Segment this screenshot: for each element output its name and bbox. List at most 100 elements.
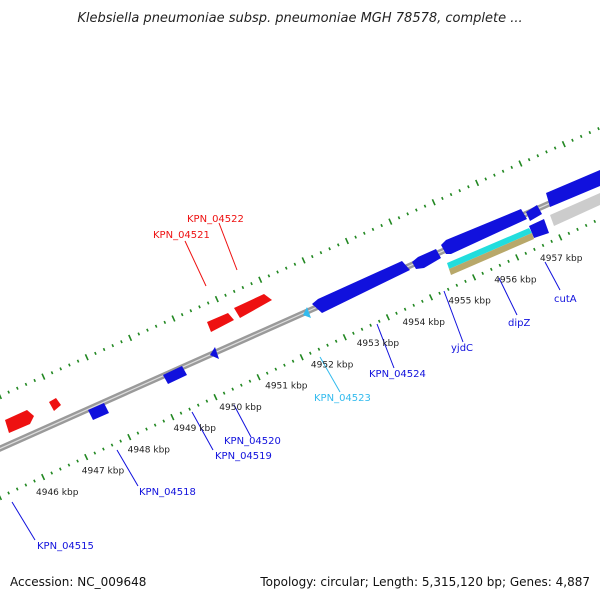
tick-mark xyxy=(536,154,540,158)
tick-mark xyxy=(188,407,191,411)
tick-mark xyxy=(524,251,528,255)
gene-label[interactable]: KPN_04522 xyxy=(187,214,244,225)
gene-arrow[interactable] xyxy=(529,219,549,238)
gene-arrow[interactable] xyxy=(312,261,410,313)
tick-mark xyxy=(274,367,278,371)
gene-label[interactable]: KPN_04518 xyxy=(139,487,196,498)
tick-mark xyxy=(137,332,141,336)
tick-mark xyxy=(317,347,321,351)
gene-arrow[interactable] xyxy=(210,347,219,359)
tick-label: 4952 kbp xyxy=(311,360,354,370)
gene-label[interactable]: yjdC xyxy=(451,343,473,354)
tick-mark xyxy=(363,231,366,235)
tick-mark xyxy=(484,177,488,181)
tick-mark xyxy=(250,282,253,286)
tick-mark xyxy=(162,419,166,423)
tick-mark xyxy=(336,243,340,247)
tick-mark xyxy=(558,234,563,241)
gene-arrow[interactable] xyxy=(234,294,272,318)
tick-mark xyxy=(310,254,314,259)
tick-mark xyxy=(76,359,80,363)
tick-mark xyxy=(369,323,372,327)
tick-mark xyxy=(7,390,10,394)
tick-mark xyxy=(597,127,600,131)
cyan-feature xyxy=(447,228,532,269)
tick-mark xyxy=(198,305,201,309)
gene-label[interactable]: KPN_04519 xyxy=(215,451,272,462)
tick-mark xyxy=(464,279,467,283)
tick-mark xyxy=(326,343,329,347)
tick-mark xyxy=(7,491,10,495)
tick-mark xyxy=(388,218,393,225)
tick-mark xyxy=(301,257,306,264)
tick-mark xyxy=(180,313,184,317)
tick-mark xyxy=(360,327,364,331)
tick-mark xyxy=(111,344,115,348)
gene-arrow[interactable] xyxy=(303,307,311,318)
tick-mark xyxy=(93,451,97,455)
tick-mark xyxy=(59,467,62,471)
tick-mark xyxy=(412,303,416,307)
tick-mark xyxy=(146,328,149,332)
tick-mark xyxy=(431,199,436,206)
gene-label[interactable]: cutA xyxy=(554,294,577,305)
gene-arrow[interactable] xyxy=(412,249,441,269)
gene-label[interactable]: KPN_04515 xyxy=(37,541,94,552)
tick-label: 4956 kbp xyxy=(494,275,537,285)
tick-label: 4954 kbp xyxy=(403,318,446,328)
tick-mark xyxy=(527,158,531,162)
tick-label: 4951 kbp xyxy=(265,382,308,392)
tick-mark xyxy=(319,251,323,255)
tick-mark xyxy=(352,331,355,335)
gene-arrow[interactable] xyxy=(49,398,61,411)
tick-mark xyxy=(510,165,514,170)
reverse-genes xyxy=(88,170,600,420)
tick-mark xyxy=(179,411,183,415)
tick-mark xyxy=(76,459,79,463)
forward-genes xyxy=(5,294,272,433)
gene-label[interactable]: KPN_04521 xyxy=(153,230,210,241)
summary-text: Topology: circular; Length: 5,315,120 bp… xyxy=(259,575,590,589)
tick-mark xyxy=(136,431,140,435)
gene-arrow[interactable] xyxy=(88,403,109,420)
tick-mark xyxy=(16,386,19,390)
gene-arrow[interactable] xyxy=(441,209,527,254)
tick-mark xyxy=(501,169,505,173)
tick-mark xyxy=(342,334,347,341)
tick-mark xyxy=(50,371,54,375)
tick-mark xyxy=(170,413,175,421)
tick-mark xyxy=(33,378,36,383)
gene-label[interactable]: dipZ xyxy=(508,318,530,329)
tick-mark xyxy=(438,291,441,295)
tick-mark xyxy=(397,216,401,220)
tick-mark xyxy=(120,340,123,344)
tick-mark xyxy=(334,339,338,343)
tick-label: 4949 kbp xyxy=(174,424,217,434)
tick-mark xyxy=(553,146,557,150)
gene-arrow[interactable] xyxy=(5,410,34,433)
tick-mark xyxy=(258,276,263,284)
gene-arrow[interactable] xyxy=(163,366,187,384)
gene-arrow[interactable] xyxy=(526,205,542,221)
tick-mark xyxy=(128,334,133,342)
tick-mark xyxy=(222,391,226,395)
tick-mark xyxy=(248,379,252,383)
tick-mark xyxy=(561,140,566,148)
tick-label: 4946 kbp xyxy=(36,488,79,498)
tick-label: 4947 kbp xyxy=(82,467,125,477)
gene-arrow[interactable] xyxy=(546,170,600,207)
gene-arrow[interactable] xyxy=(207,313,234,332)
tick-mark xyxy=(584,223,588,228)
tick-mark xyxy=(415,208,418,212)
gene-label[interactable]: KPN_04520 xyxy=(224,436,281,447)
tick-mark xyxy=(533,247,536,251)
tick-mark xyxy=(119,439,122,443)
tan-feature xyxy=(449,233,534,275)
gene-label[interactable]: KPN_04524 xyxy=(369,369,426,380)
tick-mark xyxy=(449,192,453,197)
tick-label: 4948 kbp xyxy=(128,446,171,456)
tick-mark xyxy=(256,373,261,381)
tick-mark xyxy=(24,382,28,386)
gene-label[interactable]: KPN_04523 xyxy=(314,393,371,404)
tick-mark xyxy=(593,219,597,224)
